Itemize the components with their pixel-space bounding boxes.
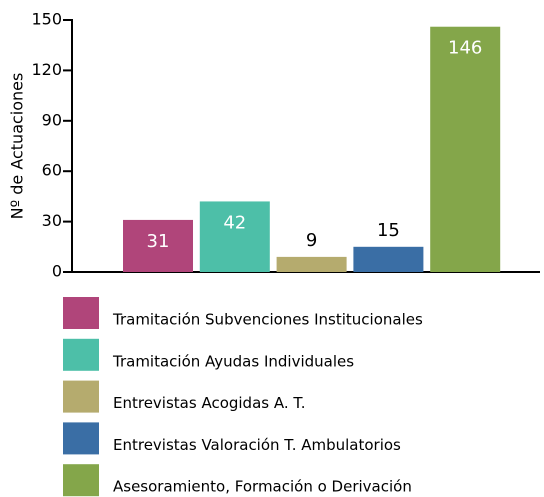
legend-label: Asesoramiento, Formación o Derivación: [113, 478, 412, 496]
legend-swatch: [63, 338, 99, 371]
y-tick-label: 120: [31, 60, 62, 79]
bar: [123, 219, 193, 272]
y-tick-label: 150: [31, 10, 62, 29]
data-label: 42: [223, 212, 246, 233]
legend-swatch: [63, 297, 99, 329]
data-label: 31: [147, 231, 170, 252]
legend-label: Entrevistas Valoración T. Ambulatorios: [113, 436, 401, 454]
legend-label: Tramitación Ayudas Individuales: [112, 352, 354, 370]
y-tick-label: 30: [42, 211, 62, 230]
data-label: 15: [377, 220, 400, 241]
data-label: 9: [306, 230, 317, 251]
legend-swatch: [63, 464, 99, 497]
y-axis-label: Nº de Actuaciones: [8, 73, 27, 220]
y-tick-label: 90: [42, 110, 62, 129]
legend-swatch: [63, 380, 99, 413]
legend-label: Entrevistas Acogidas A. T.: [113, 394, 306, 412]
bar: [353, 246, 424, 272]
bar: [430, 26, 501, 272]
y-tick-label: 60: [42, 161, 62, 180]
legend-swatch: [63, 422, 99, 455]
data-label: 146: [448, 38, 482, 59]
bar: [276, 256, 347, 272]
legend-label: Tramitación Subvenciones Institucionales: [112, 311, 423, 329]
y-tick-label: 0: [52, 262, 62, 281]
bar: [199, 201, 270, 272]
